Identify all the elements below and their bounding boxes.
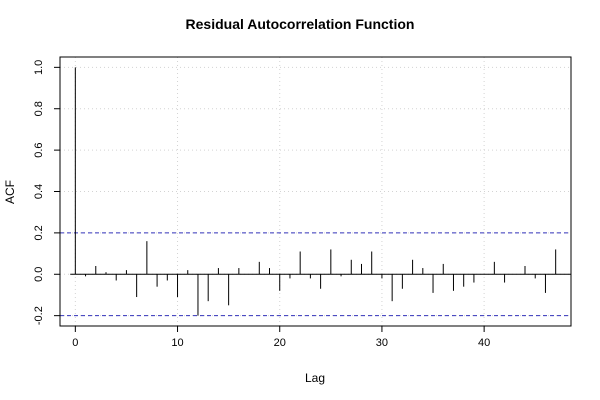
y-tick-label: -0.2 <box>33 306 45 325</box>
axes: 0 10 20 30 40 -0.2 0.0 0.2 0.4 0.6 0.8 1.0 <box>33 60 571 349</box>
x-tick-label: 40 <box>478 337 490 349</box>
x-tick-label: 30 <box>376 337 388 349</box>
x-tick-label: 0 <box>72 337 78 349</box>
x-tick-label: 20 <box>274 337 286 349</box>
y-tick-label: 0.6 <box>33 142 45 157</box>
x-tick-label: 10 <box>171 337 183 349</box>
confidence-bounds <box>60 232 571 317</box>
y-tick-label: 1.0 <box>33 60 45 75</box>
y-tick-label: 0.0 <box>33 267 45 282</box>
y-tick-label: 0.8 <box>33 101 45 116</box>
y-tick-label: 0.4 <box>33 184 45 199</box>
plot-frame <box>59 56 572 327</box>
x-axis-label: Lag <box>305 371 325 385</box>
y-tick-label: 0.2 <box>33 225 45 240</box>
y-axis-label: ACF <box>3 180 17 204</box>
acf-bars <box>74 67 557 316</box>
chart-title: Residual Autocorrelation Function <box>186 16 415 32</box>
